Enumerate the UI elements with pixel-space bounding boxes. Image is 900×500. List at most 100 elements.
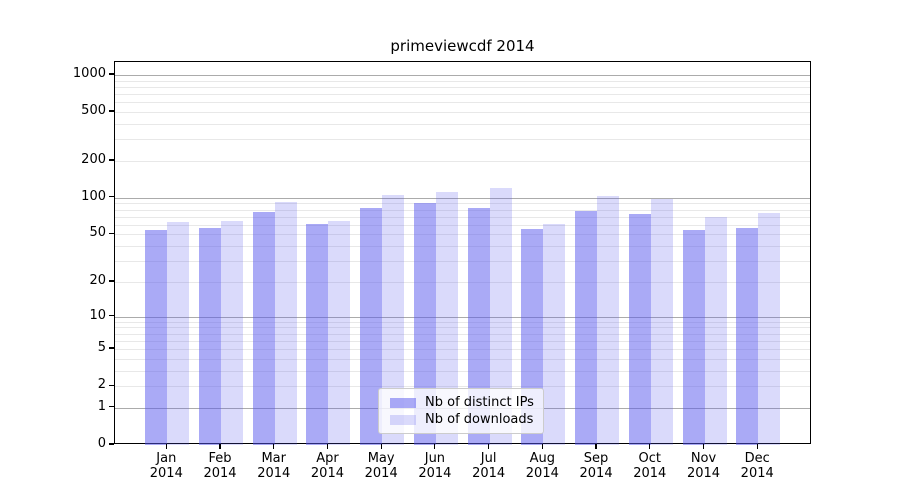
gridline-major xyxy=(115,74,810,76)
gridline-minor xyxy=(115,80,810,82)
gridline-minor xyxy=(115,340,810,342)
y-tick-label: 5 xyxy=(97,340,106,356)
bar-downloads xyxy=(650,199,673,445)
bar-downloads xyxy=(167,222,190,445)
gridline-major xyxy=(115,197,810,199)
y-tick-mark xyxy=(109,280,114,282)
y-tick-label: 50 xyxy=(89,225,106,241)
x-tick-label: Nov 2014 xyxy=(686,451,721,481)
x-tick-mark xyxy=(326,444,329,449)
x-tick-mark xyxy=(219,444,221,449)
gridline-minor xyxy=(115,209,810,211)
legend-row: Nb of downloads xyxy=(390,412,534,428)
x-tick-label: Dec 2014 xyxy=(740,451,774,481)
gridline-minor xyxy=(115,333,810,335)
bar-downloads xyxy=(435,192,458,445)
legend-label: Nb of downloads xyxy=(425,412,534,427)
bar-downloads xyxy=(489,187,512,445)
bar-distinct-ips xyxy=(736,227,759,445)
y-tick-label: 1 xyxy=(97,398,106,414)
bar-distinct-ips xyxy=(199,228,222,445)
legend-swatch-distinct-ips xyxy=(390,398,416,408)
gridline-minor xyxy=(115,216,810,218)
chart-title: primeviewcdf 2014 xyxy=(390,37,535,55)
y-tick-label: 200 xyxy=(81,151,106,167)
y-tick-mark xyxy=(109,73,114,75)
bar-downloads xyxy=(597,196,620,445)
gridline-major xyxy=(115,316,810,318)
y-tick-mark xyxy=(109,314,114,317)
y-tick-label: 100 xyxy=(81,188,106,204)
gridline-minor xyxy=(115,123,810,125)
gridline-minor xyxy=(115,246,810,248)
bar-distinct-ips xyxy=(360,208,383,445)
x-tick-mark xyxy=(273,444,275,449)
x-tick-label: Jul 2014 xyxy=(472,451,506,481)
y-tick-label: 2 xyxy=(97,377,106,393)
gridline-minor xyxy=(115,358,810,360)
x-tick-label: Jun 2014 xyxy=(418,451,452,481)
y-tick-mark xyxy=(109,159,114,161)
x-tick-mark xyxy=(434,444,436,449)
bar-distinct-ips xyxy=(467,207,490,445)
y-tick-mark xyxy=(109,443,114,445)
y-tick-label: 10 xyxy=(89,307,106,323)
bar-downloads xyxy=(221,220,244,445)
bar-downloads xyxy=(274,202,297,445)
x-tick-label: May 2014 xyxy=(364,451,398,481)
gridline-minor xyxy=(115,160,810,162)
bar-downloads xyxy=(328,220,351,445)
bar-downloads xyxy=(543,223,566,445)
gridline-minor xyxy=(115,234,810,236)
bar-distinct-ips xyxy=(413,203,436,445)
gridline-minor xyxy=(115,386,810,388)
bar-distinct-ips xyxy=(682,230,705,445)
gridline-minor xyxy=(115,349,810,351)
gridline-minor xyxy=(115,102,810,104)
x-tick-mark xyxy=(649,444,651,449)
x-tick-label: Apr 2014 xyxy=(310,451,344,481)
gridline-minor xyxy=(115,261,810,263)
y-tick-mark xyxy=(109,406,114,408)
x-tick-label: Feb 2014 xyxy=(203,451,237,481)
x-tick-label: Mar 2014 xyxy=(257,451,291,481)
legend-label: Nb of distinct IPs xyxy=(425,395,534,410)
bar-distinct-ips xyxy=(252,211,275,445)
x-tick-mark xyxy=(595,444,597,449)
gridline-minor xyxy=(115,86,810,88)
bar-distinct-ips xyxy=(628,213,651,445)
gridline-minor xyxy=(115,281,810,283)
y-tick-mark xyxy=(109,196,114,198)
legend-row: Nb of distinct IPs xyxy=(390,395,534,411)
gridline-minor xyxy=(115,139,810,141)
x-tick-mark xyxy=(541,444,543,449)
plot-area xyxy=(114,61,811,445)
gridline-minor xyxy=(115,370,810,372)
y-tick-label: 1000 xyxy=(72,65,106,81)
y-tick-mark xyxy=(109,232,114,234)
x-tick-mark xyxy=(165,444,167,449)
x-tick-label: Oct 2014 xyxy=(633,451,667,481)
x-tick-mark xyxy=(702,444,705,449)
bar-downloads xyxy=(758,213,781,445)
y-tick-mark xyxy=(109,347,114,349)
bar-distinct-ips xyxy=(145,230,168,445)
x-tick-mark xyxy=(380,444,382,449)
gridline-minor xyxy=(115,94,810,96)
bar-distinct-ips xyxy=(306,223,329,445)
y-tick-mark xyxy=(109,110,114,112)
y-tick-mark xyxy=(109,384,114,386)
x-tick-label: Sep 2014 xyxy=(579,451,613,481)
bar-downloads xyxy=(704,216,727,445)
gridline-minor xyxy=(115,112,810,114)
gridline-minor xyxy=(115,224,810,226)
legend-swatch-downloads xyxy=(390,415,416,425)
gridline-minor xyxy=(115,203,810,205)
bar-downloads xyxy=(382,194,405,445)
legend: Nb of distinct IPs Nb of downloads xyxy=(378,388,544,434)
x-tick-label: Jan 2014 xyxy=(149,451,183,481)
x-tick-mark xyxy=(488,444,490,449)
x-tick-mark xyxy=(756,444,758,449)
y-tick-label: 20 xyxy=(89,272,106,288)
